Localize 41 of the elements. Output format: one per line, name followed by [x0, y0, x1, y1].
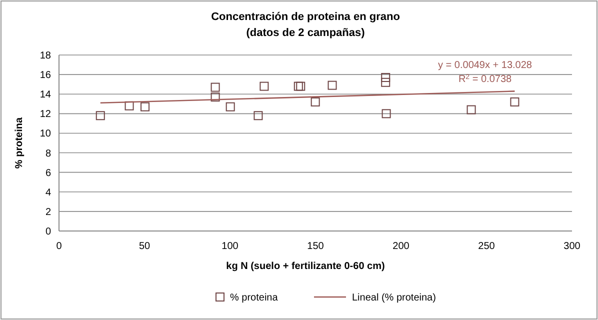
point: [381, 78, 390, 87]
point: [296, 82, 306, 91]
legend-label: % proteina: [230, 292, 278, 304]
legend-label: Lineal (% proteina): [352, 292, 436, 304]
chart-title: Concentración de proteina en grano: [211, 11, 400, 23]
point: [381, 72, 390, 82]
y-tick-label: 16: [40, 70, 52, 82]
y-axis-title: % proteina: [14, 117, 25, 169]
y-tick-label: 18: [40, 50, 52, 62]
point: [210, 82, 220, 92]
point: [466, 105, 476, 114]
point: [294, 82, 303, 91]
point: [96, 111, 105, 120]
y-tick-label: 2: [45, 206, 52, 218]
y-tick-label: 14: [40, 90, 52, 101]
point: [310, 97, 320, 106]
x-tick-label: 100: [222, 241, 239, 252]
x-tick-label: 150: [307, 241, 324, 252]
point: [260, 82, 269, 91]
y-tick-label: 8: [45, 148, 52, 160]
x-axis-title: kg N (suelo + fertilizante 0-60 cm): [226, 261, 385, 272]
point: [510, 97, 520, 106]
point: [140, 102, 150, 112]
point: [254, 111, 263, 120]
point: [382, 109, 391, 118]
x-tick-label: 300: [564, 241, 581, 252]
x-tick-label: 0: [56, 241, 62, 252]
y-tick-label: 12: [40, 109, 52, 120]
y-tick-label: 10: [40, 128, 52, 140]
annotation: y = 0.0049x + 13.028: [438, 60, 532, 71]
y-tick-label: 4: [45, 187, 52, 198]
y-tick-label: 0: [45, 226, 52, 238]
x-tick-label: 50: [138, 241, 150, 252]
point: [210, 92, 220, 102]
x-tick-label: 250: [478, 241, 496, 252]
point: [226, 102, 235, 112]
y-tick-label: 6: [45, 168, 52, 179]
x-tick-label: 200: [392, 241, 410, 252]
annotation: R$^{2}$ = 0.0738: [458, 74, 512, 85]
point: [328, 80, 337, 90]
chart-subtitle: (datos de 2 campañas): [246, 27, 366, 39]
